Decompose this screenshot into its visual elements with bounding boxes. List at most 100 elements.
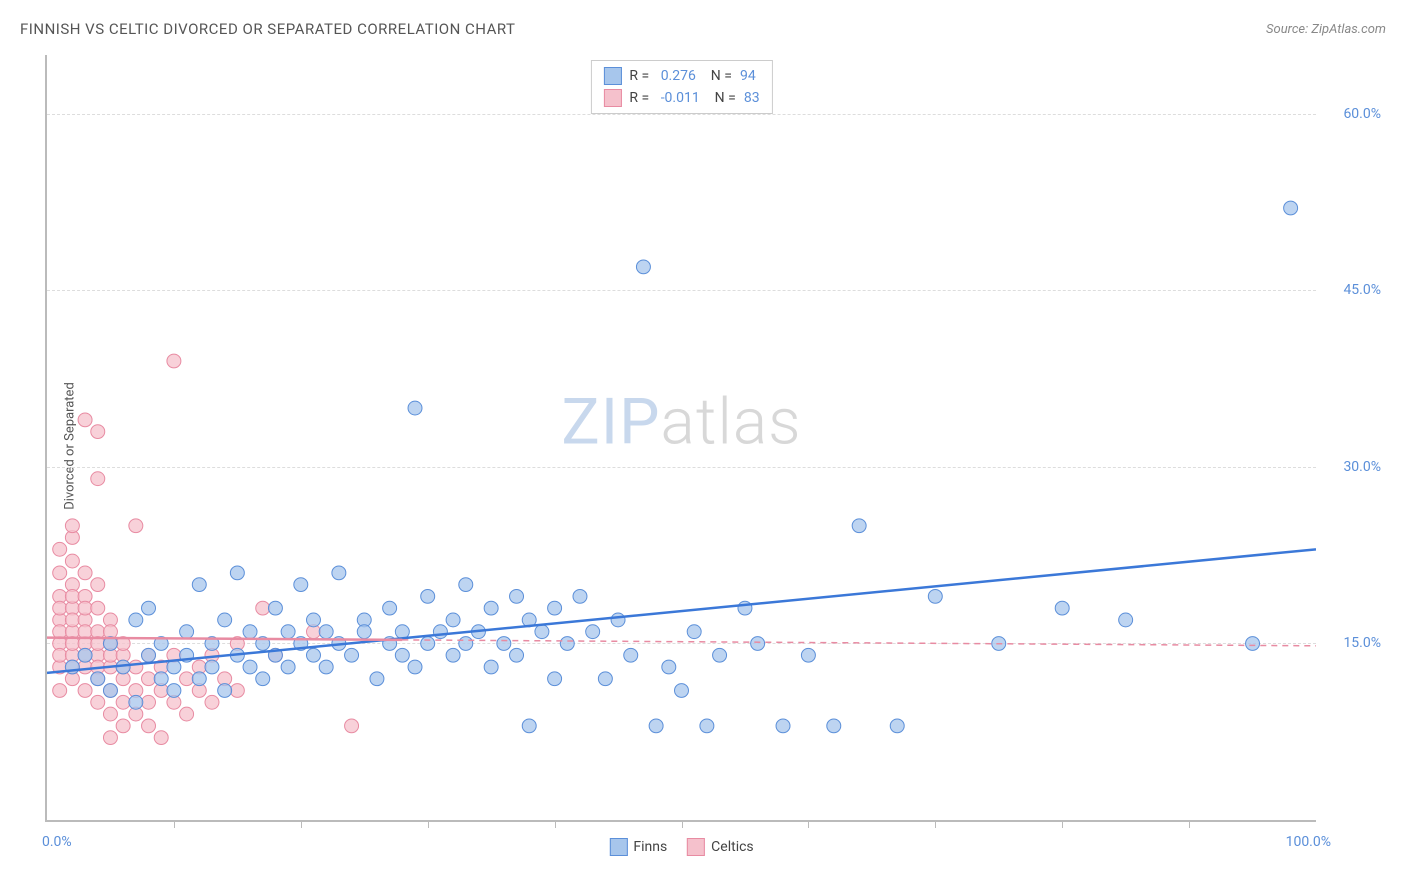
data-point: [180, 672, 194, 686]
header: FINNISH VS CELTIC DIVORCED OR SEPARATED …: [20, 20, 1386, 38]
data-point: [319, 660, 333, 674]
data-point: [700, 719, 714, 733]
data-point: [751, 637, 765, 651]
y-tick-label: 15.0%: [1343, 635, 1381, 651]
data-point: [230, 684, 244, 698]
data-point: [167, 354, 181, 368]
x-tick-label-100: 100.0%: [1286, 834, 1331, 850]
swatch-finns: [603, 67, 621, 85]
data-point: [180, 625, 194, 639]
data-point: [281, 625, 295, 639]
data-point: [1119, 613, 1133, 627]
data-point: [1284, 201, 1298, 215]
data-point: [218, 684, 232, 698]
x-tick: [174, 820, 175, 828]
data-point: [103, 731, 117, 745]
data-point: [307, 613, 321, 627]
data-point: [345, 719, 359, 733]
legend-label-finns: Finns: [633, 839, 667, 855]
data-point: [307, 648, 321, 662]
data-point: [446, 648, 460, 662]
data-point: [408, 401, 422, 415]
data-point: [624, 648, 638, 662]
legend-top: R = 0.276 N = 94 R = -0.011 N = 83: [590, 60, 772, 114]
data-point: [319, 625, 333, 639]
data-point: [218, 613, 232, 627]
data-point: [395, 625, 409, 639]
data-point: [852, 519, 866, 533]
data-point: [78, 413, 92, 427]
data-point: [268, 601, 282, 615]
legend-row-celtics: R = -0.011 N = 83: [603, 87, 759, 109]
data-point: [890, 719, 904, 733]
data-point: [78, 625, 92, 639]
data-point: [78, 684, 92, 698]
data-point: [535, 625, 549, 639]
data-point: [510, 648, 524, 662]
data-point: [383, 601, 397, 615]
legend-label-celtics: Celtics: [711, 839, 753, 855]
source-label: Source: ZipAtlas.com: [1266, 22, 1386, 37]
chart-container: ZIPatlas R = 0.276 N = 94 R = -0.011 N =…: [45, 55, 1386, 862]
data-point: [65, 519, 79, 533]
data-point: [78, 648, 92, 662]
data-point: [154, 672, 168, 686]
legend-item-finns: Finns: [609, 838, 667, 856]
data-point: [65, 589, 79, 603]
data-point: [78, 566, 92, 580]
data-point: [53, 648, 67, 662]
data-point: [103, 707, 117, 721]
data-point: [928, 589, 942, 603]
data-point: [180, 707, 194, 721]
data-point: [53, 566, 67, 580]
data-point: [243, 660, 257, 674]
data-point: [129, 695, 143, 709]
data-point: [129, 660, 143, 674]
data-point: [370, 672, 384, 686]
data-point: [459, 637, 473, 651]
data-point: [357, 625, 371, 639]
data-point: [459, 578, 473, 592]
data-point: [636, 260, 650, 274]
trendline-dashed: [402, 640, 1316, 646]
data-point: [421, 589, 435, 603]
y-tick-label: 60.0%: [1343, 106, 1381, 122]
data-point: [205, 695, 219, 709]
chart-title: FINNISH VS CELTIC DIVORCED OR SEPARATED …: [20, 20, 516, 38]
data-point: [649, 719, 663, 733]
data-point: [142, 719, 156, 733]
data-point: [65, 554, 79, 568]
data-point: [1246, 637, 1260, 651]
y-tick-label: 45.0%: [1343, 282, 1381, 298]
data-point: [129, 613, 143, 627]
data-point: [332, 566, 346, 580]
data-point: [129, 519, 143, 533]
data-point: [154, 731, 168, 745]
data-point: [776, 719, 790, 733]
r-value-finns: 0.276: [661, 68, 696, 84]
plot-svg: [47, 55, 1316, 820]
data-point: [446, 613, 460, 627]
data-point: [142, 648, 156, 662]
data-point: [801, 648, 815, 662]
n-value-celtics: 83: [744, 90, 760, 106]
data-point: [256, 601, 270, 615]
data-point: [53, 601, 67, 615]
data-point: [103, 684, 117, 698]
data-point: [65, 613, 79, 627]
data-point: [497, 637, 511, 651]
data-point: [1055, 601, 1069, 615]
data-point: [675, 684, 689, 698]
data-point: [408, 660, 422, 674]
data-point: [548, 672, 562, 686]
swatch-celtics: [603, 89, 621, 107]
data-point: [91, 672, 105, 686]
data-point: [421, 637, 435, 651]
data-point: [205, 660, 219, 674]
data-point: [395, 648, 409, 662]
data-point: [53, 542, 67, 556]
data-point: [433, 625, 447, 639]
data-point: [192, 672, 206, 686]
data-point: [230, 566, 244, 580]
data-point: [281, 660, 295, 674]
